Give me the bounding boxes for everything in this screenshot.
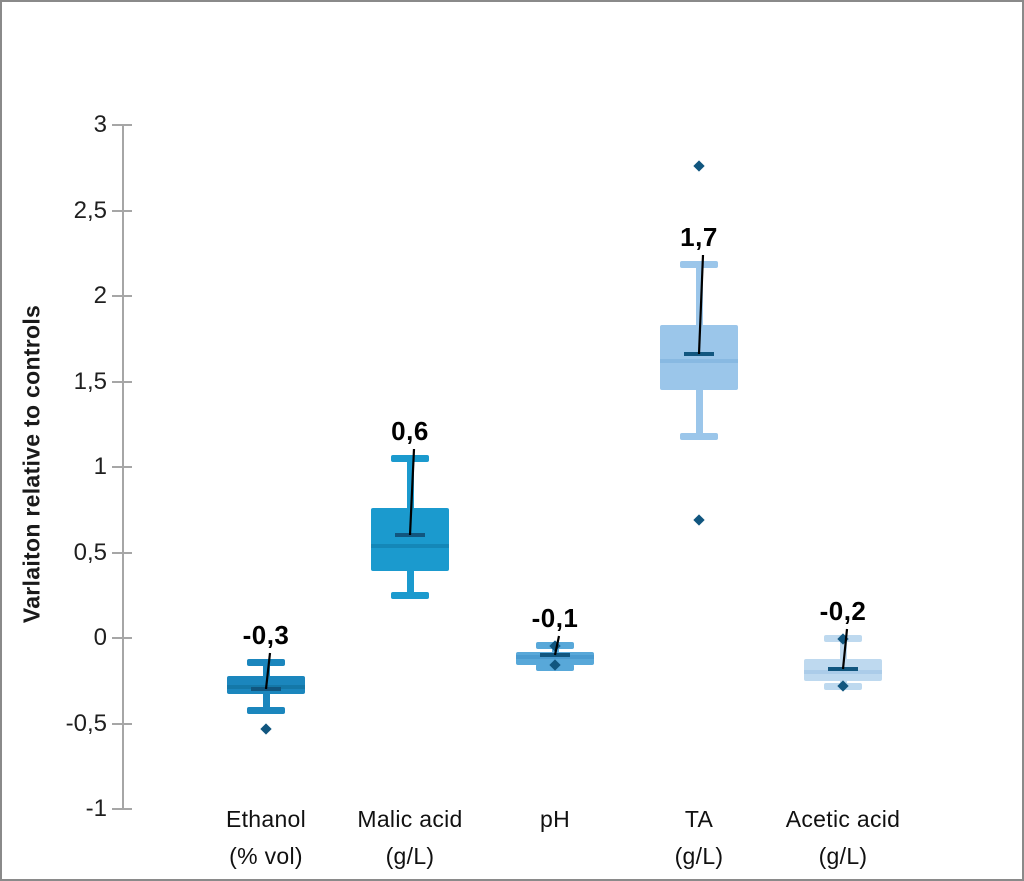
y-tick (112, 295, 132, 297)
whisker-stem-top (262, 662, 270, 676)
whisker-cap-bottom (247, 707, 285, 714)
leader-line (553, 635, 561, 656)
y-tick-label: -1 (85, 795, 107, 822)
y-tick (112, 381, 132, 383)
y-tick-label: 2,5 (73, 197, 107, 224)
y-tick-label: 2 (93, 282, 107, 309)
category-label-line1: Acetic acid (785, 806, 901, 832)
median-line (371, 544, 449, 548)
median-line (660, 359, 738, 363)
leader-line (264, 652, 272, 690)
data-label: -0,3 (242, 620, 290, 650)
category-label-line1: Ethanol (225, 806, 307, 832)
whisker-stem-top (839, 638, 847, 659)
y-tick-label: -0,5 (65, 710, 107, 737)
whisker-cap-top (680, 261, 718, 268)
whisker-stem-top (406, 458, 414, 508)
y-tick (112, 466, 132, 468)
median-line (804, 670, 882, 674)
leader-line (408, 448, 416, 536)
category-label-line2: (g/L) (674, 843, 724, 869)
category-label-line2: (g/L) (818, 843, 868, 869)
median-line (516, 655, 594, 659)
whisker-stem-bottom (262, 694, 270, 710)
category-label-line1: Malic acid (357, 806, 463, 832)
y-tick (112, 552, 132, 554)
y-tick (112, 210, 132, 212)
whisker-cap-top (391, 455, 429, 462)
whisker-stem-top (695, 264, 703, 325)
category-label-line1: pH (539, 806, 571, 832)
whisker-cap-bottom (680, 433, 718, 440)
data-label: 0,6 (391, 416, 429, 446)
y-tick (112, 637, 132, 639)
y-tick-label: 0,5 (73, 539, 107, 566)
leader-line (841, 628, 849, 670)
category-label-line2: (g/L) (385, 843, 435, 869)
whisker-stem-bottom (695, 390, 703, 436)
whisker-cap-bottom (391, 592, 429, 599)
y-tick-label: 1 (93, 453, 107, 480)
leader-line (697, 254, 705, 355)
y-tick (112, 124, 132, 126)
y-tick (112, 723, 132, 725)
y-tick-label: 3 (93, 111, 107, 138)
data-label: 1,7 (680, 222, 718, 252)
y-tick-label: 0 (93, 624, 107, 651)
data-label: -0,1 (531, 603, 579, 633)
y-tick-label: 1,5 (73, 368, 107, 395)
category-label-line1: TA (684, 806, 714, 832)
whisker-stem-bottom (406, 571, 414, 595)
y-tick (112, 808, 132, 810)
whisker-cap-top (247, 659, 285, 666)
category-label-line2: (% vol) (229, 843, 303, 869)
data-label: -0,2 (819, 596, 867, 626)
